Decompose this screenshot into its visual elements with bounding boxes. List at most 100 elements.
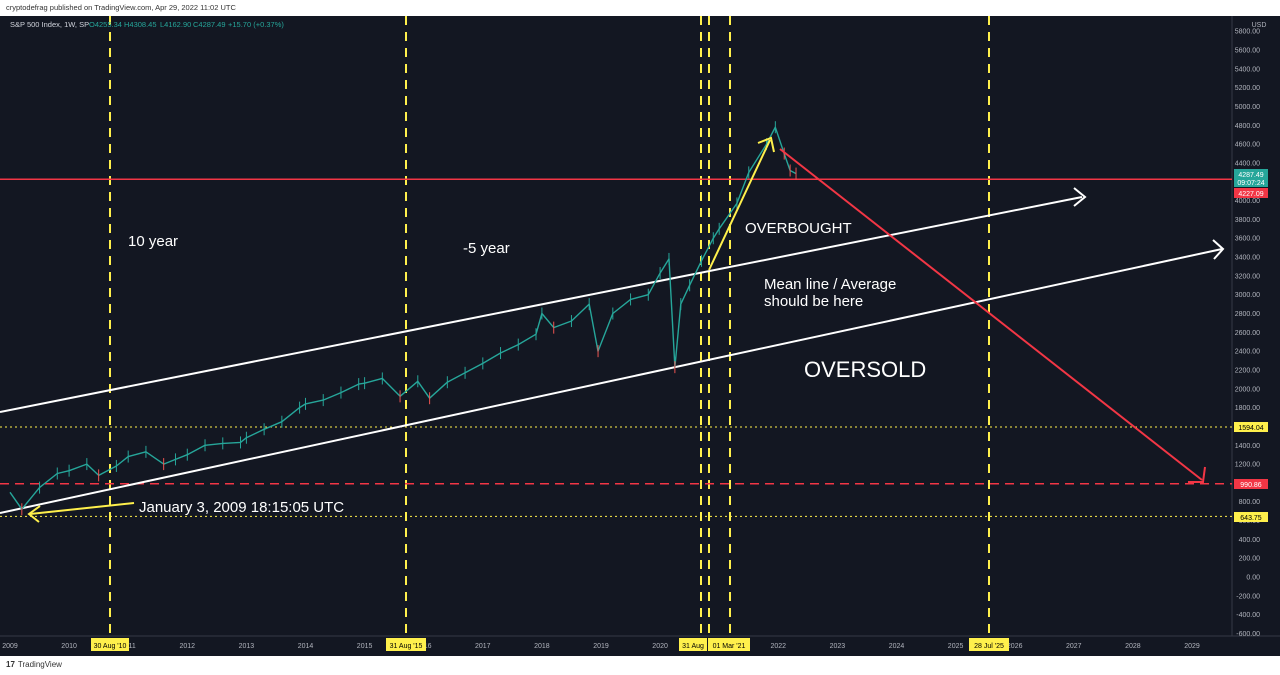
annotation-mean-line-2: should be here xyxy=(764,293,863,310)
decline-arrow-line xyxy=(779,148,1203,481)
year-tick-label: 2015 xyxy=(357,643,373,650)
price-axis-currency: USD xyxy=(1252,22,1267,29)
year-tick-label: 2009 xyxy=(2,643,18,650)
price-tick-label: 1200.00 xyxy=(1235,462,1260,469)
publisher-bar: cryptodefrag published on TradingView.co… xyxy=(0,0,1280,16)
annotation-arrows xyxy=(27,136,1206,523)
price-chart[interactable]: S&P 500 Index, 1W, SP O4255.34 H4308.45 … xyxy=(0,16,1280,656)
annotation-oversold: OVERSOLD xyxy=(804,357,926,382)
year-tick-label: 2027 xyxy=(1066,643,1082,650)
price-line xyxy=(9,126,797,510)
price-tick-label: 3200.00 xyxy=(1235,273,1260,280)
price-tick-label: 4400.00 xyxy=(1235,161,1260,168)
time-axis-ticks: 2009201020112012201320142015201620172018… xyxy=(2,643,1200,650)
price-tick-label: -200.00 xyxy=(1236,593,1260,600)
vertical-markers xyxy=(109,16,990,636)
horizontal-levels xyxy=(0,178,1232,517)
red-level-tag xyxy=(1234,188,1268,198)
price-tick-label: 3400.00 xyxy=(1235,255,1260,262)
price-tick-label: 2200.00 xyxy=(1235,368,1260,375)
trend-channel xyxy=(0,187,1225,514)
price-tick-label: 2600.00 xyxy=(1235,330,1260,337)
level-1594-tag xyxy=(1234,422,1268,432)
red-level-value: 4227.09 xyxy=(1238,191,1263,198)
price-tick-label: 5200.00 xyxy=(1235,85,1260,92)
last-price-value: 4287.49 xyxy=(1238,172,1263,179)
price-tick-label: 3000.00 xyxy=(1235,292,1260,299)
year-tick-label: 2029 xyxy=(1184,643,1200,650)
chart-background xyxy=(0,16,1280,656)
legend-low: L4162.90 xyxy=(160,20,191,29)
marker-aug2015-label: 31 Aug '15 xyxy=(390,643,423,650)
annotation-five-year: -5 year xyxy=(463,240,510,257)
year-tick-label: 2022 xyxy=(771,643,787,650)
marker-mar2021-label: 01 Mar '21 xyxy=(713,643,746,650)
price-tick-label: 4000.00 xyxy=(1235,198,1260,205)
price-tick-label: 4600.00 xyxy=(1235,142,1260,149)
tradingview-brand: TradingView xyxy=(17,660,62,669)
year-tick-label: 2028 xyxy=(1125,643,1141,650)
level-643-tag xyxy=(1234,512,1268,522)
price-tick-label: 1800.00 xyxy=(1235,405,1260,412)
price-tick-label: 2400.00 xyxy=(1235,349,1260,356)
countdown-timer: 09:07:24 xyxy=(1237,180,1264,187)
marker-aug2020-label: 31 Aug xyxy=(682,643,704,650)
annotation-start-date: January 3, 2009 18:15:05 UTC xyxy=(139,499,344,516)
marker-aug2010-tag xyxy=(91,638,129,651)
year-tick-label: 2024 xyxy=(889,643,905,650)
marker-jul2025-tag xyxy=(969,638,1009,651)
decline-arrowhead xyxy=(1188,466,1206,483)
price-tick-label: 200.00 xyxy=(1239,556,1261,563)
price-tick-label: 2800.00 xyxy=(1235,311,1260,318)
start-date-arrow-line xyxy=(29,502,135,515)
price-tick-label: 5400.00 xyxy=(1235,66,1260,73)
price-tick-label: 3800.00 xyxy=(1235,217,1260,224)
level-643-value: 643.75 xyxy=(1240,515,1262,522)
level-990-value: 990.86 xyxy=(1240,482,1262,489)
year-tick-label: 2013 xyxy=(239,643,255,650)
year-tick-label: 2026 xyxy=(1007,643,1023,650)
year-tick-label: 2019 xyxy=(593,643,609,650)
annotation-ten-year: 10 year xyxy=(128,233,178,250)
price-tick-label: -400.00 xyxy=(1236,612,1260,619)
last-price-tag xyxy=(1234,169,1268,187)
year-tick-label: 2017 xyxy=(475,643,491,650)
price-tick-label: 400.00 xyxy=(1239,537,1261,544)
price-series xyxy=(9,121,797,516)
marker-aug2015-tag xyxy=(386,638,426,651)
price-tick-label: 800.00 xyxy=(1239,499,1261,506)
legend-high: H4308.45 xyxy=(124,20,157,29)
year-tick-label: 2025 xyxy=(948,643,964,650)
marker-jul2025-label: 28 Jul '25 xyxy=(974,643,1004,650)
year-tick-label: 2018 xyxy=(534,643,550,650)
annotation-mean-line-1: Mean line / Average xyxy=(764,276,896,293)
footer: 17 TradingView xyxy=(0,656,1280,675)
price-tick-label: 0.00 xyxy=(1246,575,1260,582)
price-tick-label: 5600.00 xyxy=(1235,48,1260,55)
price-tick-label: 3600.00 xyxy=(1235,236,1260,243)
legend-open: O4255.34 xyxy=(89,20,122,29)
year-tick-label: 2014 xyxy=(298,643,314,650)
channel-upper-arrowhead xyxy=(1073,187,1087,207)
price-tick-label: 2000.00 xyxy=(1235,386,1260,393)
price-axis-ticks: 5800.00 5600.00 5400.00 5200.00 5000.00 4800.… xyxy=(1235,29,1260,638)
year-tick-label: 2012 xyxy=(180,643,196,650)
marker-mar2021-tag xyxy=(708,638,750,651)
overbought-arrowhead xyxy=(757,136,775,153)
price-tick-label: 4800.00 xyxy=(1235,123,1260,130)
overbought-arrow-line xyxy=(708,139,771,271)
price-tick-label: 5800.00 xyxy=(1235,29,1260,36)
legend-change: +15.70 (+0.37%) xyxy=(228,20,284,29)
legend-symbol: S&P 500 Index, 1W, SP xyxy=(10,20,89,29)
level-990-tag xyxy=(1234,479,1268,489)
year-tick-label: 2023 xyxy=(830,643,846,650)
tradingview-logo[interactable]: 17 TradingView xyxy=(6,660,62,669)
price-tick-label: 5000.00 xyxy=(1235,104,1260,111)
channel-lower-line xyxy=(0,248,1223,514)
channel-lower-arrowhead xyxy=(1212,239,1225,260)
annotation-overbought: OVERBOUGHT xyxy=(745,220,852,237)
year-tick-label: 2020 xyxy=(652,643,668,650)
tradingview-mark: 17 xyxy=(6,660,15,669)
level-1594-value: 1594.04 xyxy=(1238,425,1263,432)
start-date-arrowhead xyxy=(27,505,41,523)
